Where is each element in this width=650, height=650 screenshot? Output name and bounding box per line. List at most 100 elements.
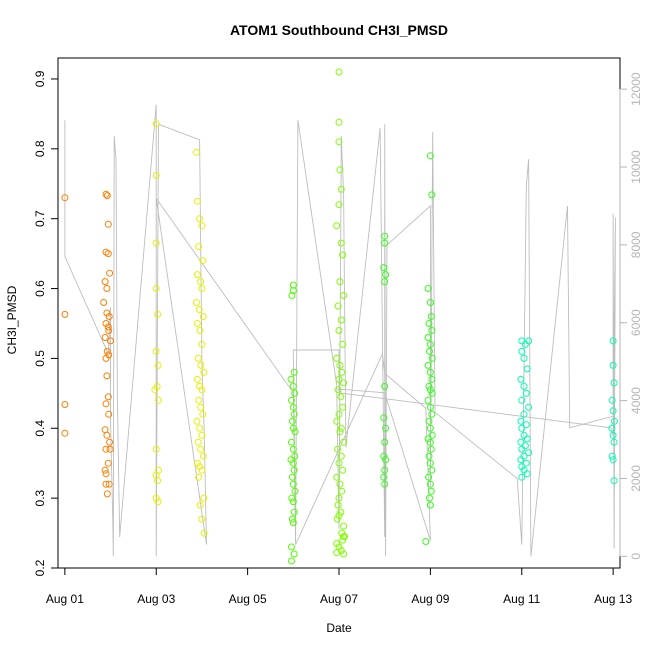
data-point: [523, 435, 531, 443]
data-point: [341, 533, 348, 541]
data-point: [381, 239, 389, 247]
data-point: [103, 372, 111, 380]
data-point: [382, 271, 390, 279]
data-point: [610, 438, 618, 446]
data-point: [152, 239, 160, 247]
data-point: [333, 222, 341, 230]
data-point: [291, 428, 299, 436]
secondary-y-tick-label: 4000: [629, 387, 643, 414]
data-point: [334, 302, 342, 310]
data-point: [200, 368, 208, 376]
data-point: [428, 327, 436, 334]
data-point: [336, 278, 344, 286]
secondary-y-tick-label: 12000: [629, 72, 643, 106]
data-point: [424, 361, 432, 369]
data-point: [289, 498, 297, 506]
data-point: [196, 501, 204, 509]
data-point: [339, 251, 347, 259]
series-group: [380, 152, 436, 545]
data-point: [102, 480, 110, 488]
data-point: [288, 557, 295, 565]
data-point: [337, 508, 345, 516]
data-point: [155, 396, 162, 404]
y-tick-label: 0.3: [33, 489, 47, 506]
data-point: [608, 396, 616, 404]
data-point: [103, 192, 111, 200]
data-point: [195, 396, 203, 404]
data-point: [152, 494, 160, 502]
data-point: [338, 368, 346, 376]
data-point: [107, 337, 114, 345]
data-point: [428, 354, 436, 362]
data-point: [288, 473, 296, 481]
data-point: [195, 243, 203, 251]
data-point: [289, 424, 297, 432]
data-point: [427, 445, 435, 453]
data-point: [333, 354, 341, 362]
series-group: [287, 281, 299, 565]
data-point: [289, 519, 297, 527]
data-point: [522, 421, 530, 429]
data-point: [339, 466, 347, 474]
data-point: [193, 271, 201, 279]
data-point: [61, 401, 69, 408]
data-point: [336, 428, 344, 436]
data-point: [609, 361, 617, 369]
data-point: [106, 445, 114, 453]
data-point: [521, 442, 529, 450]
series-group: [151, 120, 208, 537]
data-point: [288, 438, 295, 446]
data-point: [381, 232, 389, 240]
data-point: [151, 386, 159, 394]
data-point: [100, 299, 108, 306]
y-axis: 0.2 0.3 0.4 0.5 0.6 0.7 0.8 0.9: [33, 70, 59, 576]
data-point: [335, 68, 343, 76]
data-point: [609, 431, 617, 439]
data-point: [101, 466, 109, 474]
data-point: [518, 337, 526, 345]
series-group: [333, 68, 348, 558]
data-point: [335, 494, 343, 502]
data-point: [425, 452, 433, 460]
data-point: [289, 403, 297, 411]
data-point: [340, 550, 348, 558]
data-point: [335, 201, 343, 209]
data-point: [290, 410, 298, 418]
data-point: [200, 529, 208, 537]
y-tick-label: 0.2: [33, 559, 47, 576]
data-point: [105, 313, 113, 320]
data-point: [340, 379, 348, 387]
data-point: [337, 424, 345, 432]
data-point: [289, 459, 297, 467]
data-point: [337, 393, 345, 401]
y-tick-label: 0.6: [33, 280, 47, 297]
data-point: [288, 292, 296, 299]
data-point: [334, 445, 342, 453]
data-point: [333, 515, 341, 523]
data-point: [192, 148, 200, 156]
data-point: [193, 459, 201, 467]
data-point: [425, 417, 433, 425]
data-point: [290, 368, 298, 376]
data-point: [199, 452, 207, 460]
data-point: [152, 445, 160, 453]
data-point: [105, 480, 113, 488]
data-point: [609, 456, 617, 464]
data-point: [518, 347, 526, 355]
data-point: [339, 403, 347, 411]
chart-title: ATOM1 Southbound CH3I_PMSD: [230, 22, 448, 38]
data-point: [340, 438, 348, 446]
data-point: [198, 386, 206, 394]
data-point: [428, 431, 436, 439]
data-point: [428, 389, 436, 397]
data-point: [337, 452, 345, 460]
data-point: [198, 431, 206, 439]
x-axis: Aug 01 Aug 03 Aug 05 Aug 07 Aug 09 Aug 11 Aug …: [46, 567, 632, 606]
data-point: [427, 487, 435, 495]
data-point: [333, 549, 341, 557]
data-point: [152, 285, 160, 292]
data-point: [334, 501, 342, 509]
data-point: [428, 410, 436, 418]
